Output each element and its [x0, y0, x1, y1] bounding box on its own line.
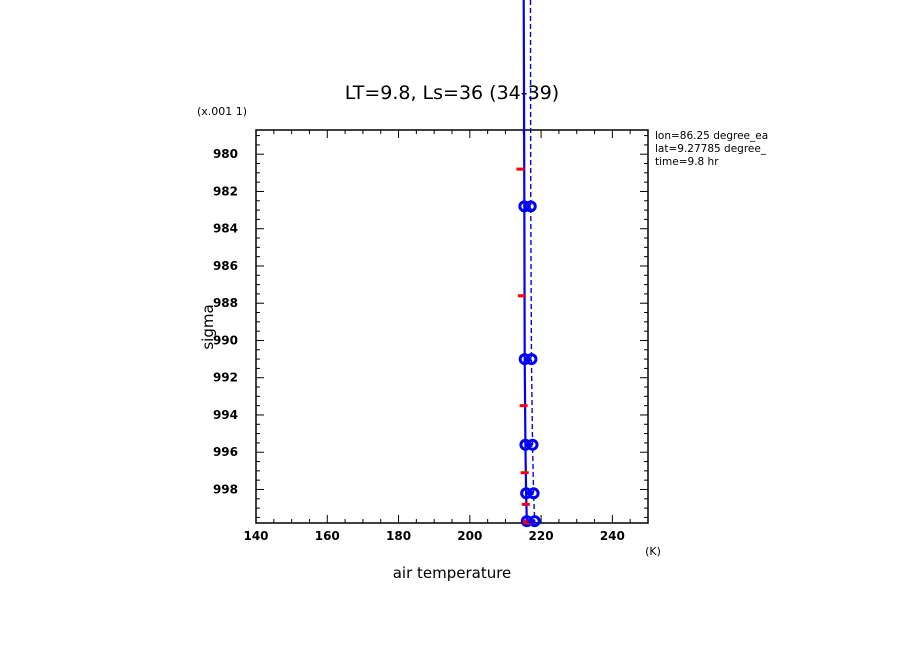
x-tick-label: 180: [386, 529, 411, 543]
y-tick-label: 984: [213, 222, 238, 236]
y-axis-title: sigma: [199, 304, 217, 349]
series-layer: [516, 0, 541, 528]
x-axis-title: air temperature: [393, 564, 512, 582]
y-tick-label: 986: [213, 259, 238, 273]
x-tick-label: 200: [457, 529, 482, 543]
y-tick-label: 988: [213, 296, 238, 310]
x-axis-ticks: [255, 130, 649, 523]
chart-title: LT=9.8, Ls=36 (34-39): [345, 82, 559, 104]
y-tick-label: 982: [213, 184, 238, 198]
x-tick-label: 240: [600, 529, 625, 543]
y-axis-ticks: [256, 135, 648, 518]
x-axis-units: (K): [645, 545, 661, 558]
x-tick-label: 160: [315, 529, 340, 543]
info-time: time=9.8 hr: [655, 156, 719, 168]
info-lon: lon=86.25 degree_ea: [655, 130, 768, 142]
y-tick-label: 996: [213, 445, 238, 459]
plot-frame: [255, 129, 649, 524]
y-axis-tick-labels: 980 982 984 986 988 990 992 994 996 998: [213, 147, 238, 496]
y-tick-label: 998: [213, 482, 238, 496]
x-tick-label: 140: [243, 529, 268, 543]
y-tick-label: 980: [213, 147, 238, 161]
y-tick-label: 994: [213, 408, 238, 422]
y-tick-label: 990: [213, 333, 238, 347]
info-lat: lat=9.27785 degree_: [655, 143, 767, 155]
x-axis-tick-labels: 140 160 180 200 220 240: [243, 529, 624, 543]
y-scale-note: (x.001 1): [197, 105, 247, 118]
y-tick-label: 992: [213, 371, 238, 385]
x-tick-label: 220: [529, 529, 554, 543]
